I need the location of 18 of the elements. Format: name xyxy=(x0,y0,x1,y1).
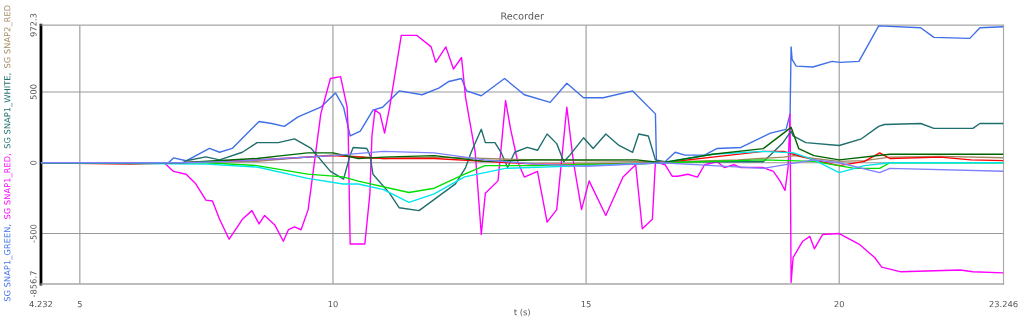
y-tick-label: -500 xyxy=(30,224,37,243)
x-tick-label: 10 xyxy=(328,300,338,308)
x-tick-label: 15 xyxy=(581,301,591,308)
y-tick-label: 500 xyxy=(30,84,37,100)
text: SG SNAP1_WHITE, xyxy=(4,73,13,149)
x-tick-label: 23.246 xyxy=(989,300,1018,308)
y-tick-label: 0 xyxy=(30,160,37,165)
text: SG SNAP2_RED xyxy=(4,5,13,68)
y-tick-label: -856.7 xyxy=(30,271,37,298)
chart-title: Recorder xyxy=(501,12,545,20)
x-tick-label: 4.232 xyxy=(29,300,53,308)
x-tick-label: 20 xyxy=(834,300,844,308)
text: SG SNAP1_GREEN, xyxy=(4,224,13,302)
line-series xyxy=(40,150,1004,174)
y-tick-label: 972.3 xyxy=(30,13,37,37)
x-tick-label: 5 xyxy=(77,301,82,308)
x-axis-title: t (s) xyxy=(514,308,530,317)
text: SG SNAP1_RED, xyxy=(4,154,13,219)
